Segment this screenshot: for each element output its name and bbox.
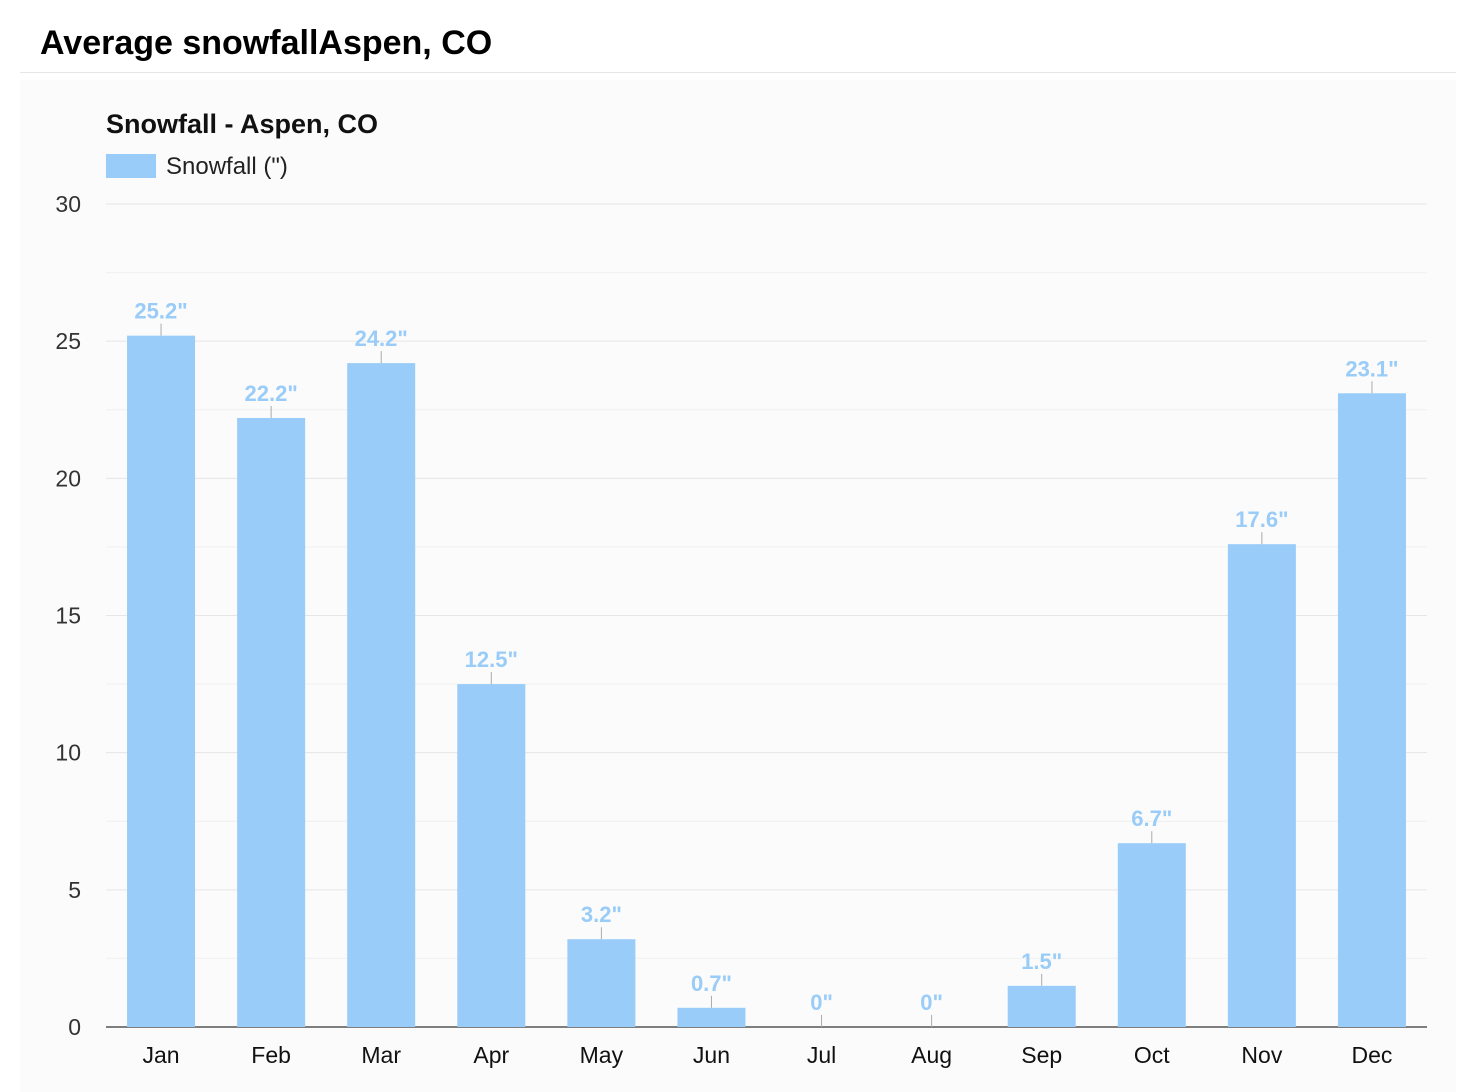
x-tick-label: Feb (251, 1042, 291, 1068)
x-tick-label: Aug (911, 1042, 952, 1068)
x-tick-label: Apr (473, 1042, 509, 1068)
data-label-jul: 0" (810, 990, 833, 1015)
data-label-sep: 1.5" (1021, 949, 1062, 974)
x-tick-label: Sep (1021, 1042, 1062, 1068)
bar-jan (127, 335, 196, 1027)
x-tick-label: Jan (142, 1042, 179, 1068)
legend-swatch (106, 154, 156, 178)
x-tick-label: Mar (361, 1042, 401, 1068)
bar-dec (1337, 393, 1406, 1027)
y-tick-label: 25 (55, 328, 81, 354)
x-tick-label: Oct (1134, 1042, 1170, 1068)
y-tick-label: 0 (68, 1014, 81, 1040)
data-label-feb: 22.2" (245, 381, 298, 406)
bar-apr (457, 684, 526, 1027)
data-label-apr: 12.5" (465, 647, 518, 672)
bar-nov (1227, 544, 1296, 1027)
data-label-may: 3.2" (581, 902, 622, 927)
x-tick-label: Jun (693, 1042, 730, 1068)
x-tick-label: Dec (1352, 1042, 1393, 1068)
y-axis-ticks: 0 5 10 15 20 25 30 (55, 191, 81, 1040)
y-tick-label: 10 (55, 740, 81, 766)
legend: Snowfall (") (106, 153, 288, 180)
chart-title: Snowfall - Aspen, CO (106, 109, 378, 139)
bar-may (567, 939, 636, 1027)
bars (127, 335, 1406, 1028)
bar-jun (677, 1007, 746, 1027)
gridlines (106, 203, 1427, 1028)
data-labels: 25.2" 22.2" 24.2" 12.5" 3.2" 0.7" 0" 0" 1.5" 6.7"… (134, 299, 1399, 1027)
bar-oct (1117, 843, 1186, 1027)
y-tick-label: 15 (55, 603, 81, 629)
y-tick-label: 20 (55, 465, 81, 491)
legend-label: Snowfall (") (166, 153, 288, 180)
data-label-oct: 6.7" (1131, 806, 1172, 831)
data-label-nov: 17.6" (1235, 507, 1288, 532)
x-tick-label: May (580, 1042, 624, 1068)
data-label-dec: 23.1" (1345, 356, 1398, 381)
bar-feb (237, 417, 306, 1028)
data-label-aug: 0" (920, 990, 943, 1015)
title-divider (20, 72, 1456, 73)
x-axis-ticks: Jan Feb Mar Apr May Jun Jul Aug Sep Oct Nov Dec (142, 1042, 1392, 1068)
data-label-mar: 24.2" (355, 326, 408, 351)
y-tick-label: 5 (68, 877, 81, 903)
data-label-jan: 25.2" (134, 299, 187, 324)
bar-sep (1007, 985, 1076, 1027)
page-title: Average snowfallAspen, CO (40, 24, 493, 62)
bar-mar (347, 363, 416, 1027)
x-tick-label: Jul (807, 1042, 836, 1068)
x-tick-label: Nov (1241, 1042, 1282, 1068)
data-label-jun: 0.7" (691, 971, 732, 996)
y-tick-label: 30 (55, 191, 81, 217)
